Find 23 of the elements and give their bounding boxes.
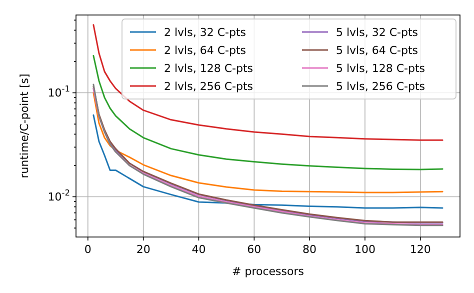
legend-label: 5 lvls, 32 C-pts <box>336 26 418 39</box>
x-axis-title: # processors <box>232 265 304 278</box>
x-tick-label: 0 <box>84 243 92 256</box>
legend-label: 2 lvls, 256 C-pts <box>164 80 254 93</box>
x-tick-label: 40 <box>192 243 206 256</box>
line-series <box>92 92 444 194</box>
y-axis-title: runtime/C-point [s] <box>18 74 31 178</box>
x-tick-label: 20 <box>136 243 150 256</box>
legend-label: 2 lvls, 32 C-pts <box>164 26 246 39</box>
legend-label: 5 lvls, 256 C-pts <box>336 80 426 93</box>
legend-label: 2 lvls, 64 C-pts <box>164 44 246 57</box>
legend-label: 2 lvls, 128 C-pts <box>164 62 254 75</box>
line-series <box>92 55 444 170</box>
legend-label: 5 lvls, 128 C-pts <box>336 62 426 75</box>
x-tick-label: 120 <box>410 243 431 256</box>
x-tick-label: 80 <box>302 243 317 256</box>
x-tick-label: 100 <box>354 243 376 256</box>
x-tick-label: 60 <box>247 243 262 256</box>
y-tick-label: 10$^{-1}$ <box>48 84 70 100</box>
legend-label: 5 lvls, 64 C-pts <box>336 44 418 57</box>
line-series <box>92 114 444 209</box>
y-tick-label: 10$^{-2}$ <box>48 188 70 204</box>
line-series <box>92 24 444 141</box>
